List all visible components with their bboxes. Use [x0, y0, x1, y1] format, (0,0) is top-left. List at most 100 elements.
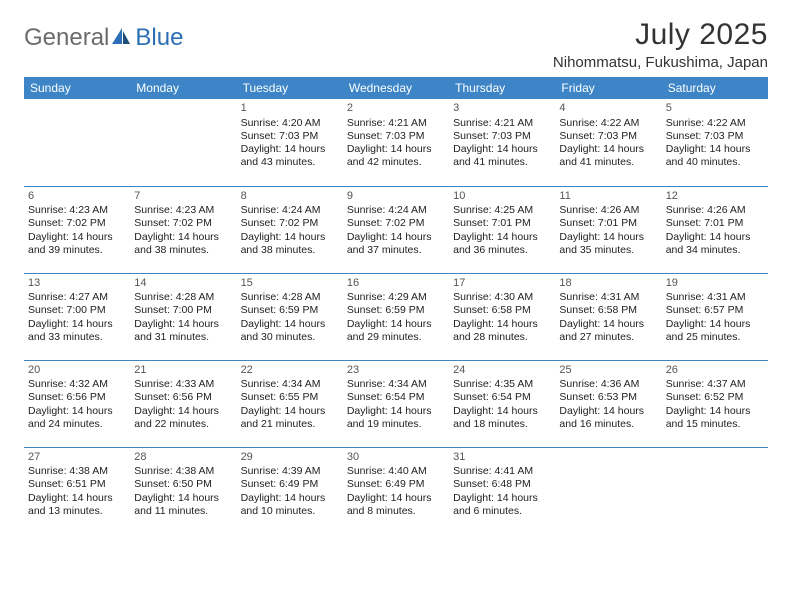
sunset-text: Sunset: 6:55 PM	[241, 391, 339, 404]
sunrise-text: Sunrise: 4:30 AM	[453, 291, 551, 304]
daylight-text: Daylight: 14 hours and 6 minutes.	[453, 492, 551, 518]
daylight-text: Daylight: 14 hours and 40 minutes.	[666, 143, 764, 169]
daylight-text: Daylight: 14 hours and 42 minutes.	[347, 143, 445, 169]
day-number: 24	[453, 364, 551, 378]
day-number: 19	[666, 277, 764, 291]
calendar-day-cell: 19Sunrise: 4:31 AMSunset: 6:57 PMDayligh…	[662, 273, 768, 360]
weekday-header: Saturday	[662, 77, 768, 99]
sunset-text: Sunset: 7:02 PM	[241, 217, 339, 230]
calendar-day-cell: 1Sunrise: 4:20 AMSunset: 7:03 PMDaylight…	[237, 99, 343, 186]
day-number: 21	[134, 364, 232, 378]
sunrise-text: Sunrise: 4:21 AM	[347, 117, 445, 130]
sunset-text: Sunset: 7:01 PM	[453, 217, 551, 230]
sunrise-text: Sunrise: 4:34 AM	[241, 378, 339, 391]
sunrise-text: Sunrise: 4:40 AM	[347, 465, 445, 478]
calendar-day-cell: 5Sunrise: 4:22 AMSunset: 7:03 PMDaylight…	[662, 99, 768, 186]
title-block: July 2025 Nihommatsu, Fukushima, Japan	[553, 18, 768, 71]
sunrise-text: Sunrise: 4:31 AM	[666, 291, 764, 304]
sunrise-text: Sunrise: 4:23 AM	[28, 204, 126, 217]
sunset-text: Sunset: 7:00 PM	[134, 304, 232, 317]
sunrise-text: Sunrise: 4:25 AM	[453, 204, 551, 217]
calendar-day-cell	[555, 447, 661, 534]
calendar-day-cell: 15Sunrise: 4:28 AMSunset: 6:59 PMDayligh…	[237, 273, 343, 360]
daylight-text: Daylight: 14 hours and 34 minutes.	[666, 231, 764, 257]
day-number: 14	[134, 277, 232, 291]
sunset-text: Sunset: 6:49 PM	[241, 478, 339, 491]
sunrise-text: Sunrise: 4:37 AM	[666, 378, 764, 391]
calendar-day-cell: 29Sunrise: 4:39 AMSunset: 6:49 PMDayligh…	[237, 447, 343, 534]
daylight-text: Daylight: 14 hours and 27 minutes.	[559, 318, 657, 344]
sunset-text: Sunset: 6:49 PM	[347, 478, 445, 491]
calendar-day-cell: 2Sunrise: 4:21 AMSunset: 7:03 PMDaylight…	[343, 99, 449, 186]
day-number: 13	[28, 277, 126, 291]
sunset-text: Sunset: 6:48 PM	[453, 478, 551, 491]
sunrise-text: Sunrise: 4:29 AM	[347, 291, 445, 304]
sunset-text: Sunset: 6:53 PM	[559, 391, 657, 404]
sunrise-text: Sunrise: 4:24 AM	[347, 204, 445, 217]
sunrise-text: Sunrise: 4:33 AM	[134, 378, 232, 391]
daylight-text: Daylight: 14 hours and 15 minutes.	[666, 405, 764, 431]
month-title: July 2025	[553, 18, 768, 52]
daylight-text: Daylight: 14 hours and 13 minutes.	[28, 492, 126, 518]
daylight-text: Daylight: 14 hours and 22 minutes.	[134, 405, 232, 431]
daylight-text: Daylight: 14 hours and 37 minutes.	[347, 231, 445, 257]
sunset-text: Sunset: 6:56 PM	[28, 391, 126, 404]
sunset-text: Sunset: 6:56 PM	[134, 391, 232, 404]
day-number: 22	[241, 364, 339, 378]
day-number: 8	[241, 190, 339, 204]
sunset-text: Sunset: 6:58 PM	[453, 304, 551, 317]
day-number: 1	[241, 102, 339, 116]
sunrise-text: Sunrise: 4:23 AM	[134, 204, 232, 217]
calendar-day-cell: 22Sunrise: 4:34 AMSunset: 6:55 PMDayligh…	[237, 360, 343, 447]
calendar-day-cell: 12Sunrise: 4:26 AMSunset: 7:01 PMDayligh…	[662, 186, 768, 273]
day-number: 23	[347, 364, 445, 378]
daylight-text: Daylight: 14 hours and 38 minutes.	[241, 231, 339, 257]
daylight-text: Daylight: 14 hours and 19 minutes.	[347, 405, 445, 431]
sunrise-text: Sunrise: 4:31 AM	[559, 291, 657, 304]
daylight-text: Daylight: 14 hours and 30 minutes.	[241, 318, 339, 344]
sunrise-text: Sunrise: 4:22 AM	[559, 117, 657, 130]
sunrise-text: Sunrise: 4:28 AM	[134, 291, 232, 304]
weekday-header: Sunday	[24, 77, 130, 99]
sunset-text: Sunset: 6:57 PM	[666, 304, 764, 317]
daylight-text: Daylight: 14 hours and 8 minutes.	[347, 492, 445, 518]
sunrise-text: Sunrise: 4:35 AM	[453, 378, 551, 391]
sunset-text: Sunset: 6:58 PM	[559, 304, 657, 317]
day-number: 25	[559, 364, 657, 378]
calendar-week-row: 6Sunrise: 4:23 AMSunset: 7:02 PMDaylight…	[24, 186, 768, 273]
brand-text-1: General	[24, 24, 109, 52]
day-number: 18	[559, 277, 657, 291]
day-number: 31	[453, 451, 551, 465]
day-number: 12	[666, 190, 764, 204]
day-number: 10	[453, 190, 551, 204]
calendar-table: Sunday Monday Tuesday Wednesday Thursday…	[24, 77, 768, 534]
sunset-text: Sunset: 6:51 PM	[28, 478, 126, 491]
day-number: 5	[666, 102, 764, 116]
daylight-text: Daylight: 14 hours and 29 minutes.	[347, 318, 445, 344]
calendar-day-cell: 27Sunrise: 4:38 AMSunset: 6:51 PMDayligh…	[24, 447, 130, 534]
calendar-day-cell: 21Sunrise: 4:33 AMSunset: 6:56 PMDayligh…	[130, 360, 236, 447]
sunset-text: Sunset: 7:01 PM	[559, 217, 657, 230]
calendar-week-row: 13Sunrise: 4:27 AM Sunset: 7:00 PM Dayligh…	[24, 273, 768, 360]
daylight-text: Daylight: 14 hours and 39 minutes.	[28, 231, 126, 257]
sail-icon	[110, 26, 132, 51]
calendar-day-cell: 8Sunrise: 4:24 AMSunset: 7:02 PMDaylight…	[237, 186, 343, 273]
sunrise-text: Sunrise: 4:28 AM	[241, 291, 339, 304]
sunset-text: Sunset: 7:03 PM	[559, 130, 657, 143]
header: General Blue July 2025 Nihommatsu, Fukus…	[24, 18, 768, 71]
daylight-text: Daylight: 14 hours and 25 minutes.	[666, 318, 764, 344]
day-number: 3	[453, 102, 551, 116]
brand-logo: General Blue	[24, 24, 183, 52]
calendar-day-cell: 7Sunrise: 4:23 AMSunset: 7:02 PMDaylight…	[130, 186, 236, 273]
daylight-text: Daylight: 14 hours and 43 minutes.	[241, 143, 339, 169]
sunset-text: Sunset: 6:54 PM	[453, 391, 551, 404]
weekday-header: Wednesday	[343, 77, 449, 99]
day-number: 20	[28, 364, 126, 378]
day-number: 11	[559, 190, 657, 204]
day-number: 28	[134, 451, 232, 465]
calendar-day-cell: 3Sunrise: 4:21 AMSunset: 7:03 PMDaylight…	[449, 99, 555, 186]
sunrise-text: Sunrise: 4:32 AM	[28, 378, 126, 391]
calendar-week-row: 27Sunrise: 4:38 AMSunset: 6:51 PMDayligh…	[24, 447, 768, 534]
calendar-day-cell: 14Sunrise: 4:28 AMSunset: 7:00 PMDayligh…	[130, 273, 236, 360]
sunrise-text: Sunrise: 4:27 AM	[28, 291, 126, 304]
